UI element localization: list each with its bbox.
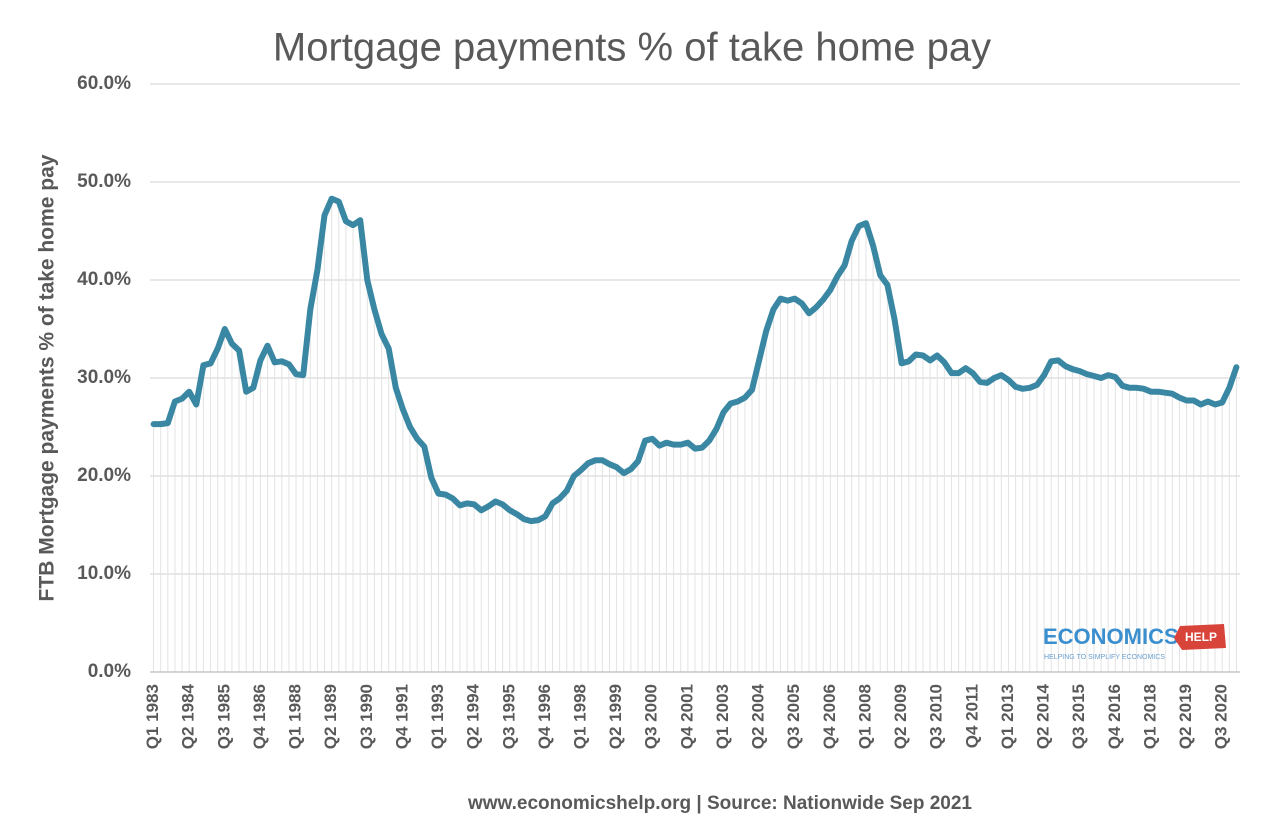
- x-tick-label: Q2 1994: [464, 683, 483, 749]
- x-tick-label: Q3 1985: [214, 684, 233, 749]
- source-note: www.economicshelp.org | Source: Nationwi…: [467, 793, 972, 814]
- x-tick-label: Q1 2018: [1140, 684, 1159, 749]
- data-line: [150, 195, 1240, 525]
- x-tick-label: Q4 1986: [250, 684, 269, 749]
- x-tick-label: Q3 1990: [357, 684, 376, 749]
- logo-badge: HELP: [1185, 630, 1217, 644]
- x-tick-label: Q4 2001: [677, 684, 696, 749]
- logo: ECONOMICS HELP HELPING TO SIMPLIFY ECONO…: [1043, 624, 1226, 661]
- x-tick-label: Q4 1991: [392, 684, 411, 749]
- x-tick-label: Q2 2019: [1176, 684, 1195, 749]
- x-tick-label: Q2 1989: [321, 684, 340, 749]
- x-tick-label: Q4 2006: [820, 684, 839, 749]
- x-tick-label: Q3 2020: [1212, 684, 1231, 749]
- y-tick-label: 0.0%: [88, 661, 131, 682]
- x-tick-label: Q2 2014: [1034, 683, 1053, 749]
- logo-text: ECONOMICS: [1043, 624, 1179, 649]
- x-tick-label: Q4 1996: [535, 684, 554, 749]
- y-axis-title: FTB Mortgage payments % of take home pay: [36, 154, 59, 601]
- x-tick-label: Q1 1988: [286, 684, 305, 749]
- y-tick-label: 40.0%: [77, 269, 131, 290]
- x-tick-label: Q2 1984: [179, 683, 198, 749]
- y-tick-label: 50.0%: [77, 171, 131, 192]
- y-tick-label: 60.0%: [77, 73, 131, 94]
- x-tick-label: Q2 2009: [891, 684, 910, 749]
- x-tick-label: Q2 2004: [749, 683, 768, 749]
- y-tick-label: 30.0%: [77, 367, 131, 388]
- x-tick-label: Q4 2011: [962, 684, 981, 748]
- x-tick-label: Q3 2005: [784, 684, 803, 749]
- x-tick-label: Q1 2013: [998, 684, 1017, 749]
- y-tick-label: 10.0%: [77, 563, 131, 584]
- x-tick-label: Q1 1993: [428, 684, 447, 749]
- logo-tagline: HELPING TO SIMPLIFY ECONOMICS: [1044, 654, 1165, 661]
- x-tick-label: Q1 1998: [570, 684, 589, 749]
- chart-title: Mortgage payments % of take home pay: [273, 26, 991, 70]
- x-tick-label: Q1 2003: [713, 684, 732, 749]
- x-tick-label: Q2 1999: [606, 684, 625, 749]
- x-tick-label: Q3 2010: [927, 684, 946, 749]
- x-tick-label: Q3 2000: [642, 684, 661, 749]
- x-tick-label: Q3 2015: [1069, 684, 1088, 749]
- x-tick-label: Q4 2016: [1105, 684, 1124, 749]
- x-tick-label: Q1 2008: [855, 684, 874, 749]
- x-tick-label: Q1 1983: [143, 684, 162, 749]
- logo-tag: [1174, 624, 1226, 650]
- y-tick-label: 20.0%: [77, 465, 131, 486]
- x-tick-label: Q3 1995: [499, 684, 518, 749]
